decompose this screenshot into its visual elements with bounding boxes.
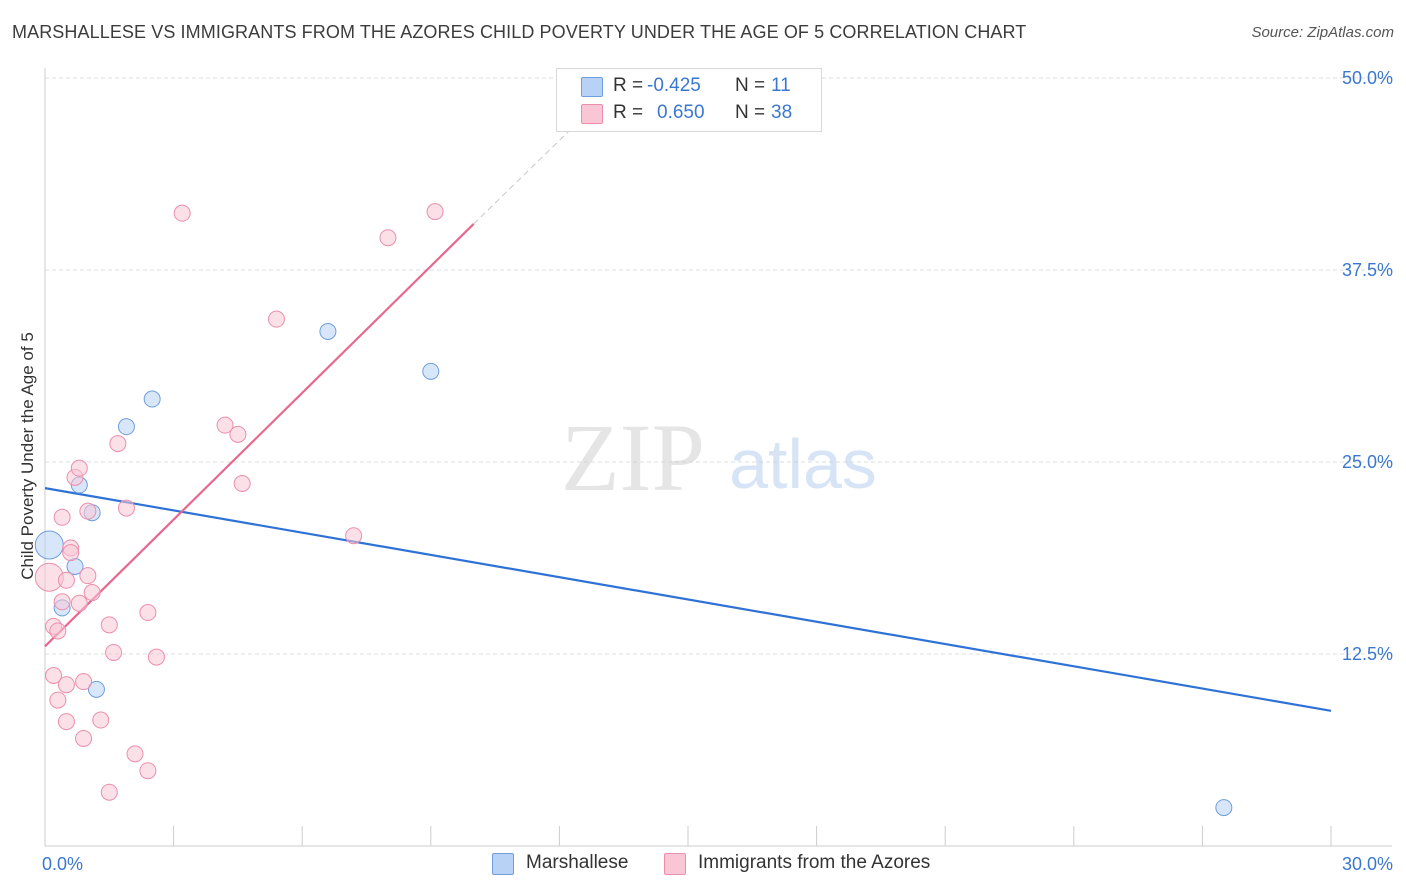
y-tick-label: 25.0% [1342, 452, 1393, 472]
marshallese-point [34, 530, 64, 560]
legend-swatch-pink [581, 104, 603, 124]
bottom-legend-swatch-blue [492, 853, 514, 875]
azores-point [92, 711, 110, 729]
azores-point [426, 203, 444, 221]
azores-point [233, 475, 251, 493]
x-tick-label: 0.0% [42, 854, 83, 874]
bottom-legend-label: Marshallese [526, 852, 629, 873]
marshallese-point [143, 390, 161, 408]
marshallese-point [319, 322, 337, 340]
legend-r-value: 0.650 [657, 102, 705, 123]
legend-r-value: -0.425 [647, 75, 701, 96]
azores-point [53, 508, 71, 526]
azores-point [345, 527, 363, 545]
y-tick-label: 37.5% [1342, 260, 1393, 280]
legend-n-value: 11 [771, 75, 791, 96]
legend-n-value: 38 [771, 102, 793, 123]
y-tick-label: 50.0% [1342, 68, 1393, 88]
azores-point [109, 435, 127, 453]
bottom-legend-label: Immigrants from the Azores [698, 852, 931, 873]
correlation-legend: R = -0.425 N = 11 R = 0.650 N = 38 [556, 68, 822, 132]
data-points [34, 203, 1233, 817]
marshallese-point [117, 418, 135, 436]
azores-point [139, 762, 157, 780]
legend-r-label: R = [613, 102, 644, 123]
azores-point [45, 667, 63, 685]
marshallese-point [422, 362, 440, 380]
y-tick-label: 12.5% [1342, 644, 1393, 664]
azores-point [70, 594, 88, 612]
azores-point [229, 425, 247, 443]
tick-labels: 12.5% 25.0% 37.5% 50.0% 0.0% 30.0% [42, 68, 1393, 874]
marshallese-point [1215, 799, 1233, 817]
azores-point [57, 571, 75, 589]
azores-point [70, 459, 88, 477]
azores-point [147, 648, 165, 666]
azores-point [216, 416, 234, 434]
azores-trend-line [44, 223, 475, 648]
azores-point [75, 673, 93, 691]
azores-point [100, 783, 118, 801]
chart-title: MARSHALLESE VS IMMIGRANTS FROM THE AZORE… [12, 22, 1027, 42]
azores-point [79, 502, 97, 520]
azores-point [57, 713, 75, 731]
azores-point [49, 622, 67, 640]
legend-swatch-blue [581, 77, 603, 97]
azores-point [105, 643, 123, 661]
azores-point [49, 691, 67, 709]
gridlines [45, 77, 1392, 655]
azores-trend-extension [473, 89, 612, 225]
azores-point [53, 593, 71, 611]
azores-point [83, 584, 101, 602]
azores-point [100, 616, 118, 634]
axes [44, 68, 1392, 847]
azores-point [267, 310, 285, 328]
marshallese-point [87, 680, 105, 698]
azores-point [57, 676, 75, 694]
azores-point [75, 729, 93, 747]
source-credit: Source: ZipAtlas.com [1251, 24, 1394, 41]
x-tick-label: 30.0% [1342, 854, 1393, 874]
legend-n-label: N = [735, 75, 766, 96]
azores-point [79, 567, 97, 585]
azores-point [139, 604, 157, 622]
bottom-legend-swatch-pink [664, 853, 686, 875]
azores-point [126, 745, 144, 763]
watermark-zip: ZIP [561, 404, 705, 511]
watermark: ZIP atlas [561, 404, 877, 511]
azores-point [173, 204, 191, 222]
marshallese-trend-line [44, 487, 1332, 712]
azores-point [117, 499, 135, 517]
watermark-atlas: atlas [729, 425, 877, 503]
azores-point [379, 229, 397, 247]
legend-n-label: N = [735, 102, 766, 123]
trend-lines [44, 89, 1332, 712]
azores-point [62, 544, 80, 562]
legend-r-label: R = [613, 75, 644, 96]
